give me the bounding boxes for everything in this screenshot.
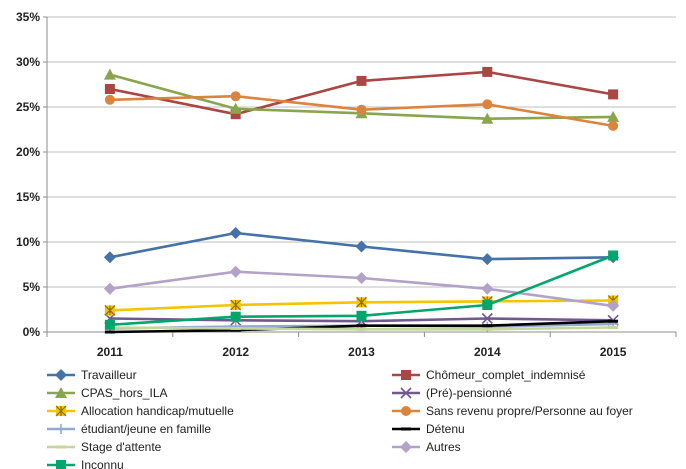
- legend-label-4: Allocation handicap/mutuelle: [81, 404, 234, 418]
- legend-marker-4-cross: [55, 405, 67, 417]
- legend-label-9: Autres: [426, 440, 461, 454]
- data-point-9-0: [103, 282, 116, 295]
- data-point-4-2-cross: [356, 296, 367, 308]
- data-point-7-2: [356, 324, 367, 328]
- data-point-1-2: [356, 75, 367, 86]
- legend-label-2: CPAS_hors_ILA: [81, 386, 168, 400]
- data-point-2-0: [103, 68, 116, 80]
- data-point-5-2: [356, 104, 367, 115]
- x-tick-label: 2013: [348, 345, 375, 359]
- legend-label-3: (Pré)-pensionné: [426, 386, 512, 400]
- data-point-7-3: [482, 324, 493, 328]
- data-point-9-4: [607, 299, 620, 312]
- data-point-2-1: [229, 102, 242, 114]
- data-point-7-4: [608, 319, 619, 323]
- data-point-10-3: [482, 300, 493, 310]
- data-point-4-1: [230, 299, 242, 311]
- data-point-8-4: [608, 326, 619, 329]
- data-point-0-3: [481, 253, 494, 266]
- data-point-10-4: [608, 250, 619, 261]
- data-point-5-1: [230, 91, 241, 102]
- data-point-9-3: [481, 282, 494, 295]
- data-point-3-3: [481, 312, 493, 325]
- data-point-0-0: [103, 251, 116, 264]
- data-point-5-4: [608, 120, 619, 131]
- y-tick-label: 20%: [16, 145, 40, 159]
- legend-marker-9: [400, 441, 412, 453]
- y-tick-label: 30%: [16, 55, 40, 69]
- legend-marker-3: [400, 387, 412, 399]
- legend-marker-8: [56, 445, 66, 449]
- data-point-7-0: [104, 330, 115, 334]
- data-point-4-2: [356, 296, 367, 308]
- data-point-10-0: [104, 319, 115, 330]
- data-point-5-3: [482, 99, 493, 110]
- x-tick-label: 2012: [222, 345, 249, 359]
- legend-marker-6: [56, 424, 66, 434]
- data-point-1-0: [104, 84, 115, 94]
- data-point-1-3: [482, 66, 493, 77]
- data-point-10-2: [356, 310, 367, 321]
- data-point-10-1: [230, 311, 241, 322]
- legend-marker-10: [56, 460, 66, 469]
- y-tick-label: 0%: [23, 325, 41, 339]
- legend-marker-1: [401, 370, 411, 380]
- legend-marker-7: [401, 427, 411, 431]
- y-tick-label: 10%: [16, 235, 40, 249]
- legend-label-5: Sans revenu propre/Personne au foyer: [426, 404, 633, 418]
- x-tick-label: 2011: [97, 345, 123, 359]
- legend-label-7: Détenu: [426, 422, 465, 436]
- y-tick-label: 35%: [16, 10, 40, 24]
- legend-marker-4: [55, 405, 67, 417]
- legend-label-0: Travailleur: [81, 368, 137, 382]
- legend-marker-5: [401, 406, 411, 416]
- data-point-0-1: [229, 227, 242, 239]
- data-point-2-3: [481, 112, 494, 124]
- data-point-1-1: [230, 109, 241, 120]
- data-point-8-2: [356, 327, 367, 331]
- data-point-4-0-cross: [104, 304, 116, 316]
- data-point-7-1: [230, 328, 241, 332]
- legend-label-6: étudiant/jeune en famille: [81, 422, 211, 436]
- legend-label-10: Inconnu: [81, 458, 124, 469]
- legend-marker-0: [55, 369, 67, 381]
- data-point-4-1-cross: [230, 299, 242, 311]
- legend-label-1: Chômeur_complet_indemnisé: [426, 368, 586, 382]
- x-tick-label: 2015: [600, 345, 627, 359]
- legend-label-8: Stage d'attente: [81, 440, 162, 454]
- legend-marker-2: [55, 387, 67, 398]
- data-point-0-2: [355, 240, 368, 253]
- data-point-8-3: [482, 327, 493, 331]
- y-tick-label: 15%: [16, 190, 40, 204]
- y-tick-label: 25%: [16, 100, 40, 114]
- data-point-8-1: [230, 326, 241, 330]
- data-point-9-1: [229, 265, 242, 278]
- y-tick-label: 5%: [23, 280, 41, 294]
- x-tick-label: 2014: [474, 345, 501, 359]
- data-point-5-0: [104, 94, 115, 105]
- data-point-1-4: [608, 89, 619, 100]
- data-point-4-0: [104, 304, 116, 316]
- data-point-9-2: [355, 272, 368, 284]
- data-point-2-4: [607, 110, 620, 122]
